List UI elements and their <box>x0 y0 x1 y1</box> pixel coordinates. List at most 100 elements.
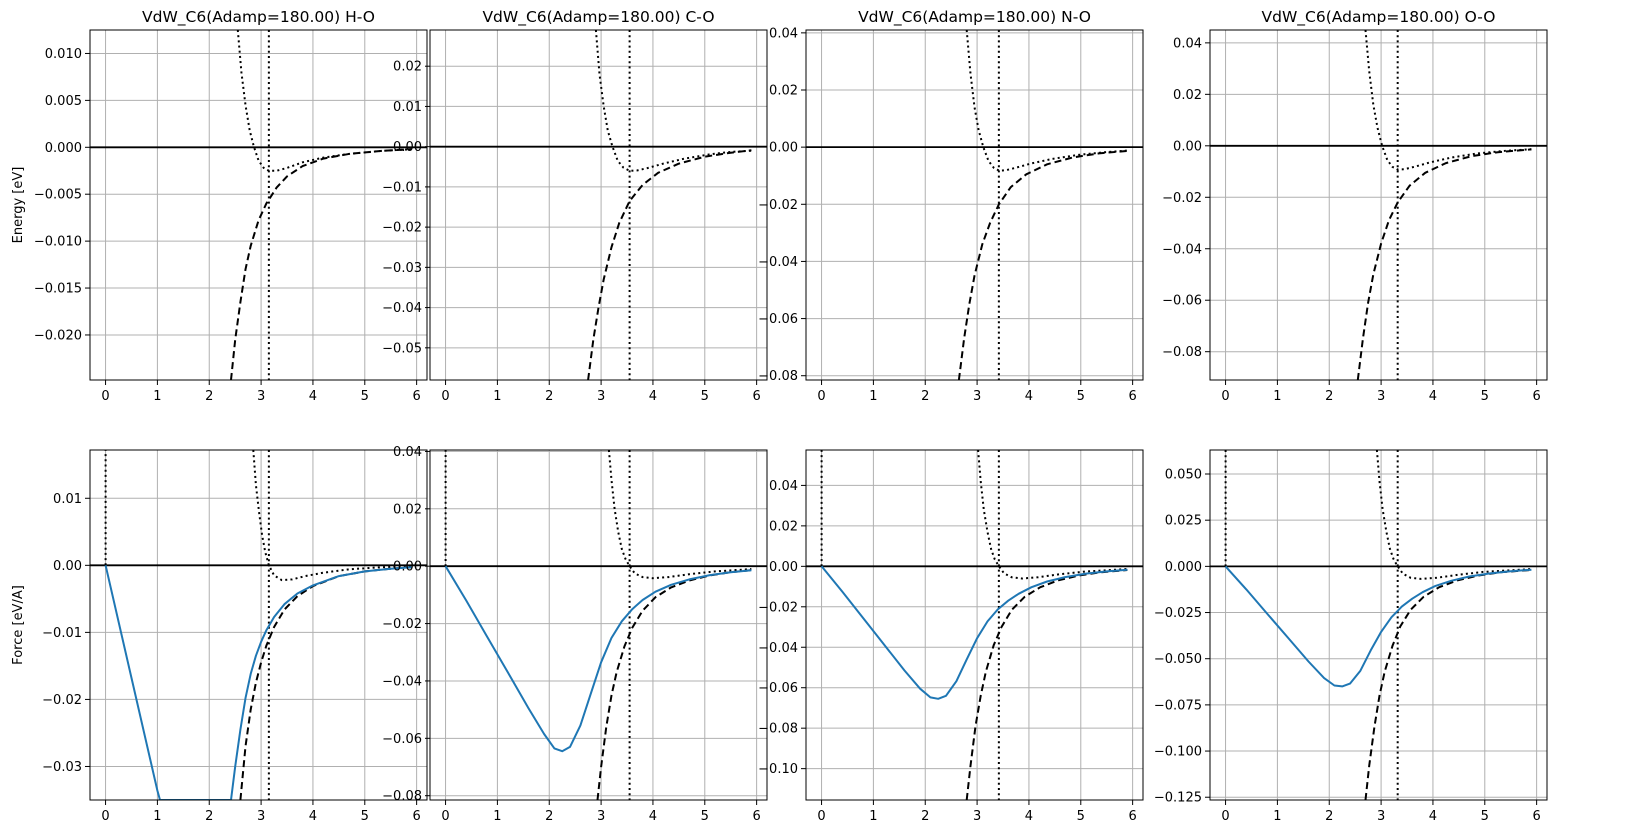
x-tick-label: 6 <box>752 809 760 824</box>
subplot-1: 0 1 2 3 4 5 6 0.010 0.005 0.000 −0.005 −0.010 −0.015… <box>11 8 428 404</box>
axes-frame <box>805 29 1144 381</box>
y-tick-label: −0.10 <box>758 762 798 777</box>
plot-area <box>806 450 1143 800</box>
y-tick-label: −0.04 <box>758 641 798 656</box>
dotted-curve <box>1364 30 1532 171</box>
y-tick-label: −0.01 <box>42 626 82 641</box>
x-tick-label: 1 <box>869 389 877 404</box>
x-tick-label: 4 <box>309 809 317 824</box>
x-tick-label: 6 <box>1532 809 1540 824</box>
x-tick-label: 0 <box>101 809 109 824</box>
y-tick-label: 0.01 <box>393 100 422 115</box>
x-tick-label: 6 <box>1128 389 1136 404</box>
x-tick-label: 4 <box>649 809 657 824</box>
y-tick-label: 0.04 <box>769 479 798 494</box>
x-tick-label: 5 <box>1077 809 1085 824</box>
x-tick-label: 4 <box>1429 809 1437 824</box>
plot-area <box>1210 450 1547 800</box>
x-tick-label: 5 <box>1481 809 1489 824</box>
x-tick-label: 1 <box>869 809 877 824</box>
y-tick-label: −0.04 <box>382 674 422 689</box>
y-tick-label: 0.000 <box>45 141 82 156</box>
x-tick-label: 2 <box>1325 389 1333 404</box>
solid-curve <box>1224 565 1532 688</box>
x-tick-label: 5 <box>1481 389 1489 404</box>
y-tick-label: 0.04 <box>769 26 798 41</box>
y-tick-label: −0.03 <box>42 760 82 775</box>
y-tick-label: 0.02 <box>769 84 798 99</box>
x-tick-label: 0 <box>817 389 825 404</box>
y-tick-label: −0.06 <box>758 312 798 327</box>
y-tick-label: −0.075 <box>1154 698 1202 713</box>
x-tick-label: 6 <box>412 389 420 404</box>
y-tick-label: 0.02 <box>1173 88 1202 103</box>
x-tick-label: 0 <box>441 809 449 824</box>
x-tick-label: 0 <box>441 389 449 404</box>
dotted-curve <box>965 30 1128 172</box>
y-tick-label: −0.08 <box>758 722 798 737</box>
y-tick-label: −0.02 <box>382 221 422 236</box>
x-tick-label: 0 <box>101 389 109 404</box>
x-tick-label: 2 <box>205 809 213 824</box>
axes-frame <box>429 29 768 381</box>
y-tick-label: 0.02 <box>393 60 422 75</box>
x-tick-label: 4 <box>1025 809 1033 824</box>
subplot-title: VdW_C6(Adamp=180.00) C-O <box>482 8 714 27</box>
y-tick-label: −0.015 <box>34 282 82 297</box>
x-tick-label: 6 <box>1128 809 1136 824</box>
subplot-title: VdW_C6(Adamp=180.00) O-O <box>1262 8 1496 27</box>
x-tick-label: 4 <box>1429 389 1437 404</box>
y-tick-label: 0.050 <box>1165 468 1202 483</box>
x-tick-label: 2 <box>545 389 553 404</box>
x-tick-label: 0 <box>1221 389 1229 404</box>
y-tick-label: −0.02 <box>758 198 798 213</box>
x-tick-label: 6 <box>1532 389 1540 404</box>
x-tick-label: 5 <box>701 809 709 824</box>
y-tick-label: −0.06 <box>382 732 422 747</box>
x-tick-label: 4 <box>649 389 657 404</box>
x-tick-label: 3 <box>973 389 981 404</box>
x-tick-label: 3 <box>257 809 265 824</box>
y-tick-label: −0.125 <box>1154 791 1202 806</box>
x-tick-label: 4 <box>1025 389 1033 404</box>
axes-frame <box>89 449 428 801</box>
y-tick-label: −0.02 <box>758 600 798 615</box>
x-tick-label: 2 <box>545 809 553 824</box>
y-tick-label: −0.08 <box>758 369 798 384</box>
y-tick-label: 0.04 <box>393 445 422 460</box>
plot-area <box>1210 30 1547 380</box>
y-tick-label: −0.020 <box>34 328 82 343</box>
dotted-curve <box>594 30 752 172</box>
x-tick-label: 5 <box>701 389 709 404</box>
y-tick-label: 0.00 <box>393 140 422 155</box>
x-tick-label: 5 <box>361 809 369 824</box>
y-tick-label: −0.08 <box>382 789 422 804</box>
y-tick-label: −0.050 <box>1154 652 1202 667</box>
y-tick-label: −0.06 <box>1162 294 1202 309</box>
y-tick-label: 0.01 <box>53 492 82 507</box>
y-tick-label: −0.08 <box>1162 345 1202 360</box>
x-tick-label: 1 <box>1273 389 1281 404</box>
x-tick-label: 6 <box>412 809 420 824</box>
subplot-8: 0 1 2 3 4 5 6 0.050 0.025 0.000 −0.025 −0.050 −0.075… <box>1154 449 1548 824</box>
plot-area <box>430 30 767 380</box>
dotted-curve <box>1375 450 1532 580</box>
x-tick-label: 3 <box>1377 809 1385 824</box>
y-tick-label: −0.05 <box>382 341 422 356</box>
subplot-title: VdW_C6(Adamp=180.00) H-O <box>142 8 375 27</box>
dotted-curve <box>607 450 752 580</box>
dotted-curve <box>977 450 1128 580</box>
y-tick-label: −0.03 <box>382 261 422 276</box>
solid-curve <box>444 565 752 753</box>
x-tick-label: 6 <box>752 389 760 404</box>
plot-area <box>430 450 767 800</box>
dashed-curve <box>587 149 752 380</box>
axes-frame <box>89 29 428 381</box>
y-axis-label: Force [eV/A] <box>11 585 26 665</box>
y-tick-label: 0.02 <box>393 502 422 517</box>
x-tick-label: 4 <box>309 389 317 404</box>
x-tick-label: 1 <box>493 809 501 824</box>
subplot-7: 0 1 2 3 4 5 6 0.04 0.02 0.00 −0.02 −0.04 −0.06 −0.08 −… <box>758 449 1144 824</box>
dashed-curve <box>965 569 1128 800</box>
